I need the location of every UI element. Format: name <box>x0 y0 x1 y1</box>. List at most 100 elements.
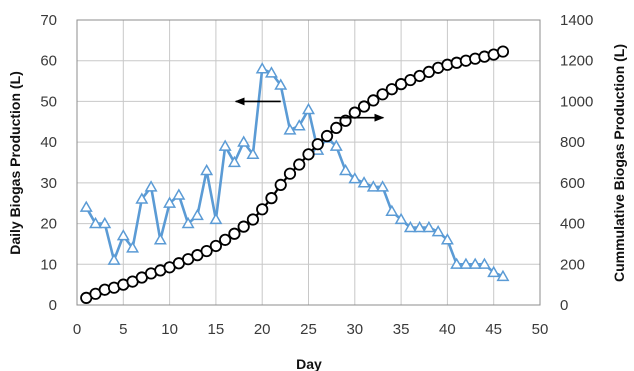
daily-data-point <box>227 155 241 168</box>
daily-data-point <box>163 196 177 208</box>
y2-tick-label: 600 <box>560 175 585 192</box>
cumulative-data-point <box>219 233 232 246</box>
daily-data-point <box>218 139 232 151</box>
x-tick-label: 10 <box>161 321 178 338</box>
cumulative-data-point <box>283 167 297 180</box>
x-tick-label: 20 <box>254 321 271 338</box>
daily-data-point <box>209 212 223 225</box>
x-tick-label: 30 <box>346 321 363 338</box>
x-tick-label: 45 <box>485 321 502 338</box>
y2-tick-label: 1000 <box>560 93 593 110</box>
daily-data-point <box>422 220 436 233</box>
cumulative-data-point <box>209 239 222 253</box>
cumulative-data-point <box>256 203 269 216</box>
daily-data-point <box>98 216 112 229</box>
daily-data-point <box>292 119 306 131</box>
daily-data-point <box>89 216 103 229</box>
cumulative-data-point <box>237 220 250 233</box>
series <box>79 45 510 304</box>
daily-data-point <box>190 208 204 221</box>
y2-tick-label: 1200 <box>560 53 593 70</box>
daily-data-point <box>496 269 510 282</box>
daily-data-point <box>357 176 371 188</box>
y-tick-label: 0 <box>49 297 57 314</box>
cumulative-data-point <box>320 129 334 143</box>
plot-frame <box>76 19 541 306</box>
y-tick-label: 10 <box>40 256 57 273</box>
cumulative-data-point <box>330 121 343 134</box>
daily-data-point <box>181 216 195 229</box>
cumulative-data-point <box>496 45 510 58</box>
daily-data-point <box>385 204 399 217</box>
x-tick-label: 50 <box>532 321 549 338</box>
y-tick-label: 60 <box>40 53 57 70</box>
cumulative-data-point <box>246 213 260 226</box>
daily-data-point <box>431 225 445 237</box>
daily-data-point <box>329 139 343 151</box>
daily-data-point <box>153 233 167 245</box>
x-tick-label: 25 <box>300 321 317 338</box>
daily-data-point <box>468 257 482 269</box>
y2-tick-label: 0 <box>560 297 568 314</box>
daily-data-point <box>144 180 158 192</box>
cumulative-data-point <box>200 244 213 258</box>
y2-axis-title: Cummulative Biogas Production (L) <box>611 44 627 282</box>
daily-data-point <box>459 257 473 269</box>
y-tick-label: 30 <box>40 175 57 192</box>
y-axis-title: Daily Biogas Production (L) <box>7 71 23 255</box>
gridlines <box>76 19 541 306</box>
y-tick-label: 40 <box>40 134 57 151</box>
daily-data-point <box>348 172 362 184</box>
x-tick-label: 5 <box>119 321 127 338</box>
daily-data-point <box>283 123 297 135</box>
axis-labels: Day Daily Biogas Production (L) Cummulat… <box>7 44 627 371</box>
cumulative-data-point <box>265 192 278 205</box>
daily-data-point <box>237 135 251 147</box>
annotations <box>234 97 385 122</box>
daily-data-point <box>376 180 390 192</box>
axes: 0102030405060700200400600800100012001400… <box>40 12 593 338</box>
cumulative-data-point <box>348 106 361 119</box>
daily-data-point <box>264 66 278 78</box>
daily-data-point <box>274 78 288 90</box>
x-tick-label: 15 <box>208 321 225 338</box>
x-axis-title: Day <box>296 356 322 371</box>
cumulative-data-point <box>228 227 241 240</box>
daily-data-point <box>172 188 186 200</box>
daily-data-point <box>79 200 93 212</box>
y-tick-label: 70 <box>40 12 57 29</box>
y2-tick-label: 800 <box>560 134 585 151</box>
daily-data-point <box>339 163 353 176</box>
cumulative-data-point <box>293 158 306 171</box>
daily-data-point <box>302 102 315 115</box>
daily-data-point <box>255 62 269 74</box>
daily-data-point <box>403 220 417 233</box>
daily-data-point <box>135 192 149 204</box>
x-tick-label: 0 <box>73 321 81 338</box>
daily-data-point <box>413 220 427 233</box>
daily-data-point <box>107 253 121 265</box>
cumulative-data-point <box>302 148 315 161</box>
daily-data-point <box>450 257 464 269</box>
cumulative-data-point <box>385 83 398 96</box>
daily-data-point <box>440 233 454 245</box>
daily-data-point <box>116 229 130 241</box>
y2-tick-label: 1400 <box>560 12 593 29</box>
cumulative-data-point <box>367 94 380 107</box>
cumulative-data-point <box>357 100 371 113</box>
cumulative-data-point <box>311 138 324 151</box>
cumulative-data-point <box>376 88 389 101</box>
daily-data-point <box>126 241 140 253</box>
y2-tick-label: 400 <box>560 216 585 233</box>
daily-data-point <box>366 180 380 192</box>
x-tick-label: 35 <box>393 321 410 338</box>
y-tick-label: 20 <box>40 216 57 233</box>
y2-tick-label: 200 <box>560 256 585 273</box>
y-tick-label: 50 <box>40 93 57 110</box>
daily-data-point <box>477 257 491 269</box>
daily-data-point <box>246 147 260 160</box>
daily-data-point <box>394 212 408 225</box>
daily-data-point <box>200 163 214 176</box>
